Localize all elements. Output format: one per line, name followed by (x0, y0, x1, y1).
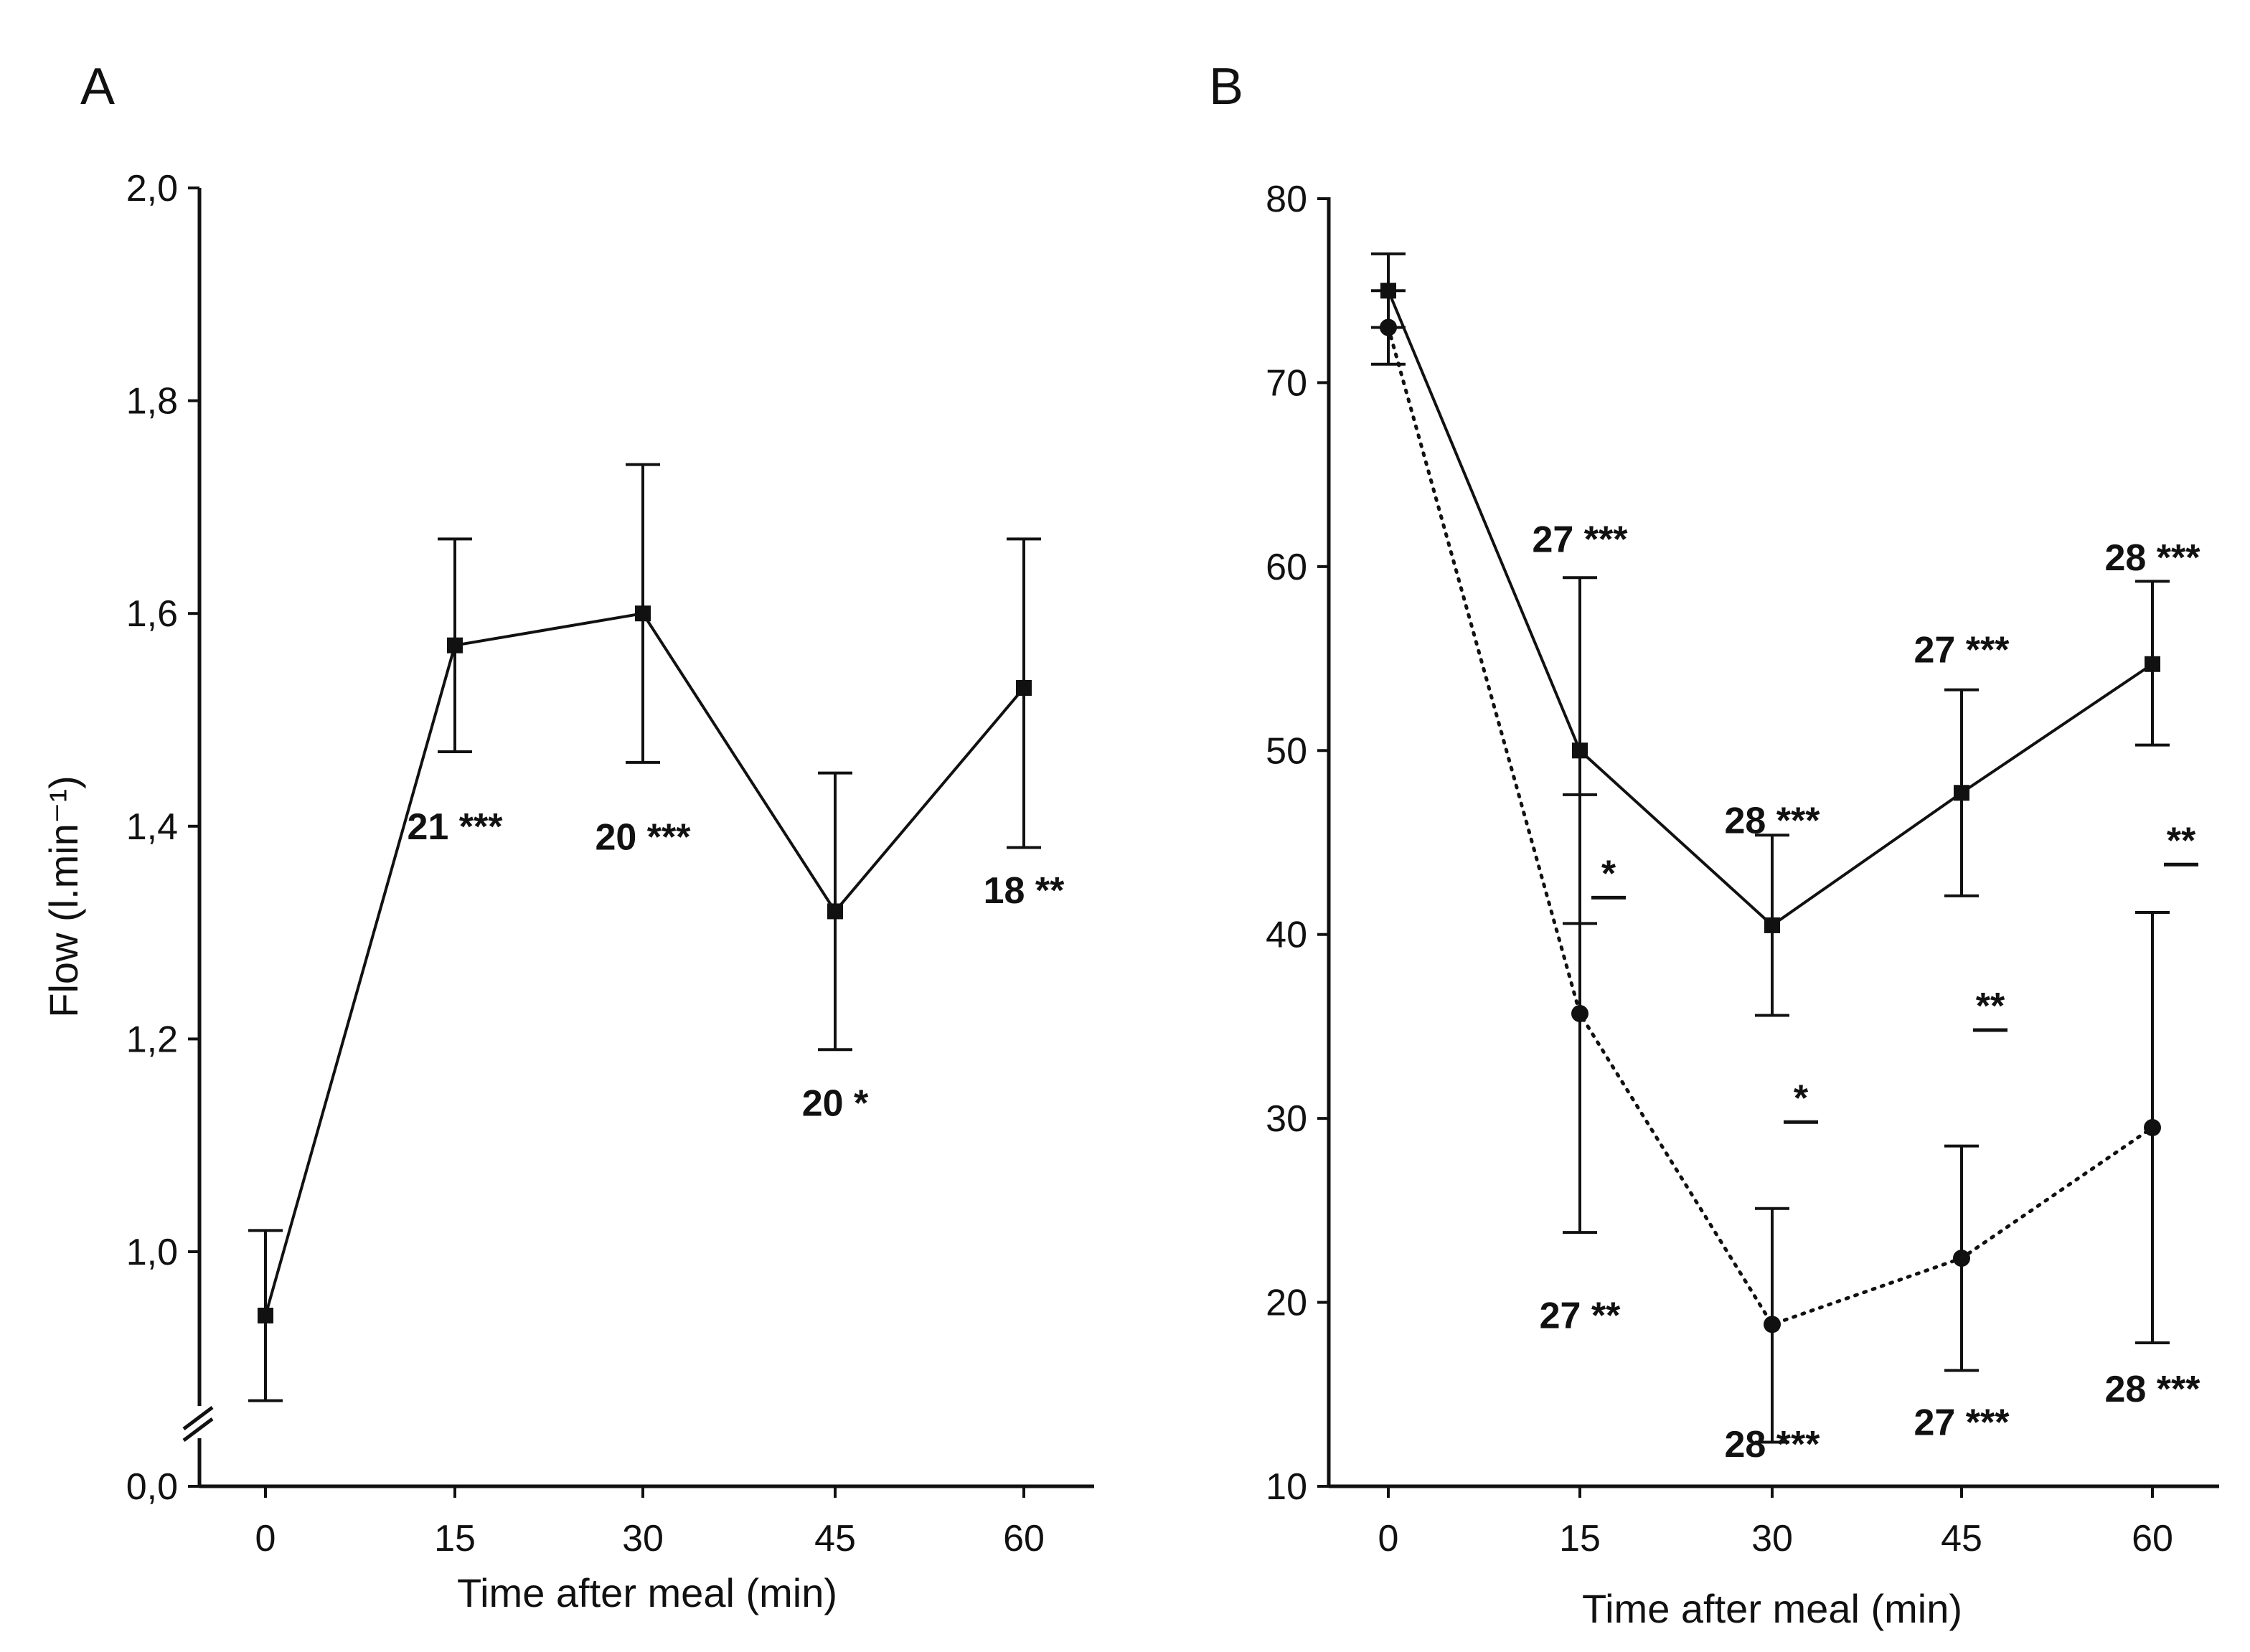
annotation-label: 27 *** (1914, 629, 2010, 671)
significance-label: ** (1976, 986, 2005, 1027)
x-axis-title-a: Time after meal (min) (457, 1570, 837, 1615)
annotation-label: 18 ** (984, 870, 1065, 912)
error-bars-a (248, 463, 1041, 1402)
axes-b: 10 20 30 40 50 60 70 80 0 15 30 45 60 (1266, 179, 2219, 1559)
annotation-label: 27 ** (1540, 1295, 1621, 1337)
annotation-label: 27 *** (1533, 519, 1629, 560)
y-tick-label: 30 (1266, 1098, 1307, 1140)
annotation-label: 20 * (802, 1082, 869, 1124)
y-tick-label: 20 (1266, 1283, 1307, 1324)
data-point-square (2145, 656, 2160, 672)
data-point-square (258, 1307, 273, 1323)
data-point-square (447, 637, 463, 653)
annotations-b: 27 *** 28 *** 27 *** 28 *** 27 ** 28 *** 27 **… (1533, 519, 2201, 1465)
x-tick-label: 60 (2132, 1518, 2173, 1559)
data-point-square (827, 903, 843, 920)
data-point-square (1572, 742, 1588, 759)
x-tick-label: 15 (434, 1518, 476, 1559)
y-tick-label: 1,8 (126, 381, 178, 423)
annotation-label: 21 *** (408, 806, 504, 848)
y-tick-label: 50 (1266, 730, 1307, 772)
series-line-circle-dotted (1386, 326, 2155, 1327)
annotation-label: 20 *** (596, 817, 692, 859)
panel-b: B Time after meal (min) 10 20 30 40 50 60 70 80… (1209, 58, 2219, 1631)
significance-label: * (1794, 1077, 1809, 1119)
y-tick-label: 10 (1266, 1466, 1307, 1508)
y-tick-label: 40 (1266, 915, 1307, 956)
data-point-square (1764, 917, 1780, 933)
x-tick-label: 60 (1003, 1518, 1045, 1559)
annotation-label: 28 *** (2105, 1369, 2201, 1410)
data-point-square (635, 605, 651, 622)
markers-a (258, 605, 1032, 1323)
data-point-circle (1953, 1250, 1970, 1268)
x-tick-label: 0 (255, 1518, 276, 1559)
data-point-square (1954, 785, 1969, 801)
series-line-flow (264, 612, 1025, 1316)
y-tick-label: 1,6 (126, 593, 178, 635)
axis-break-mark (182, 1406, 214, 1430)
x-axis-title-b: Time after meal (min) (1582, 1586, 1962, 1631)
y-tick-label: 0,0 (126, 1466, 178, 1508)
axes-a: 0,0 1,0 1,2 1,4 1,6 1,8 2,0 0 15 30 45 60 (126, 168, 1094, 1559)
panel-letter-a: A (80, 58, 115, 115)
y-tick-label: 70 (1266, 362, 1307, 404)
y-tick-label: 1,4 (126, 806, 178, 848)
y-axis-title-a: Flow (l.min⁻¹) (41, 775, 86, 1018)
x-tick-label: 45 (814, 1518, 856, 1559)
x-tick-label: 30 (622, 1518, 664, 1559)
annotation-label: 27 *** (1914, 1402, 2010, 1443)
y-tick-label: 2,0 (126, 168, 178, 209)
x-tick-label: 15 (1559, 1518, 1601, 1559)
x-tick-label: 30 (1751, 1518, 1793, 1559)
annotation-label: 28 *** (1725, 1424, 1821, 1465)
data-point-circle (2144, 1118, 2161, 1136)
panel-a: A Flow (l.min⁻¹) Time after meal (min) 0… (41, 58, 1094, 1615)
panel-letter-b: B (1209, 58, 1243, 115)
series-lines-a (264, 612, 1025, 1316)
annotation-label: 28 *** (2105, 537, 2201, 579)
data-point-circle (1571, 1004, 1588, 1022)
annotation-label: 28 *** (1725, 801, 1821, 842)
data-point-square (1380, 283, 1396, 299)
significance-label: * (1601, 853, 1616, 895)
y-tick-label: 1,0 (126, 1232, 178, 1273)
markers-b (1380, 283, 2161, 1334)
x-tick-label: 0 (1378, 1518, 1399, 1559)
x-tick-label: 45 (1941, 1518, 1982, 1559)
y-tick-label: 80 (1266, 179, 1307, 220)
y-tick-label: 60 (1266, 547, 1307, 588)
error-bars-b (1371, 252, 2170, 1444)
axis-break-mark (182, 1417, 214, 1442)
data-point-circle (1764, 1316, 1781, 1334)
data-point-square (1016, 680, 1032, 697)
data-point-circle (1380, 318, 1397, 336)
annotations-a: 21 *** 20 *** 20 * 18 ** (408, 806, 1065, 1125)
significance-label: ** (2167, 820, 2196, 862)
y-tick-label: 1,2 (126, 1019, 178, 1060)
